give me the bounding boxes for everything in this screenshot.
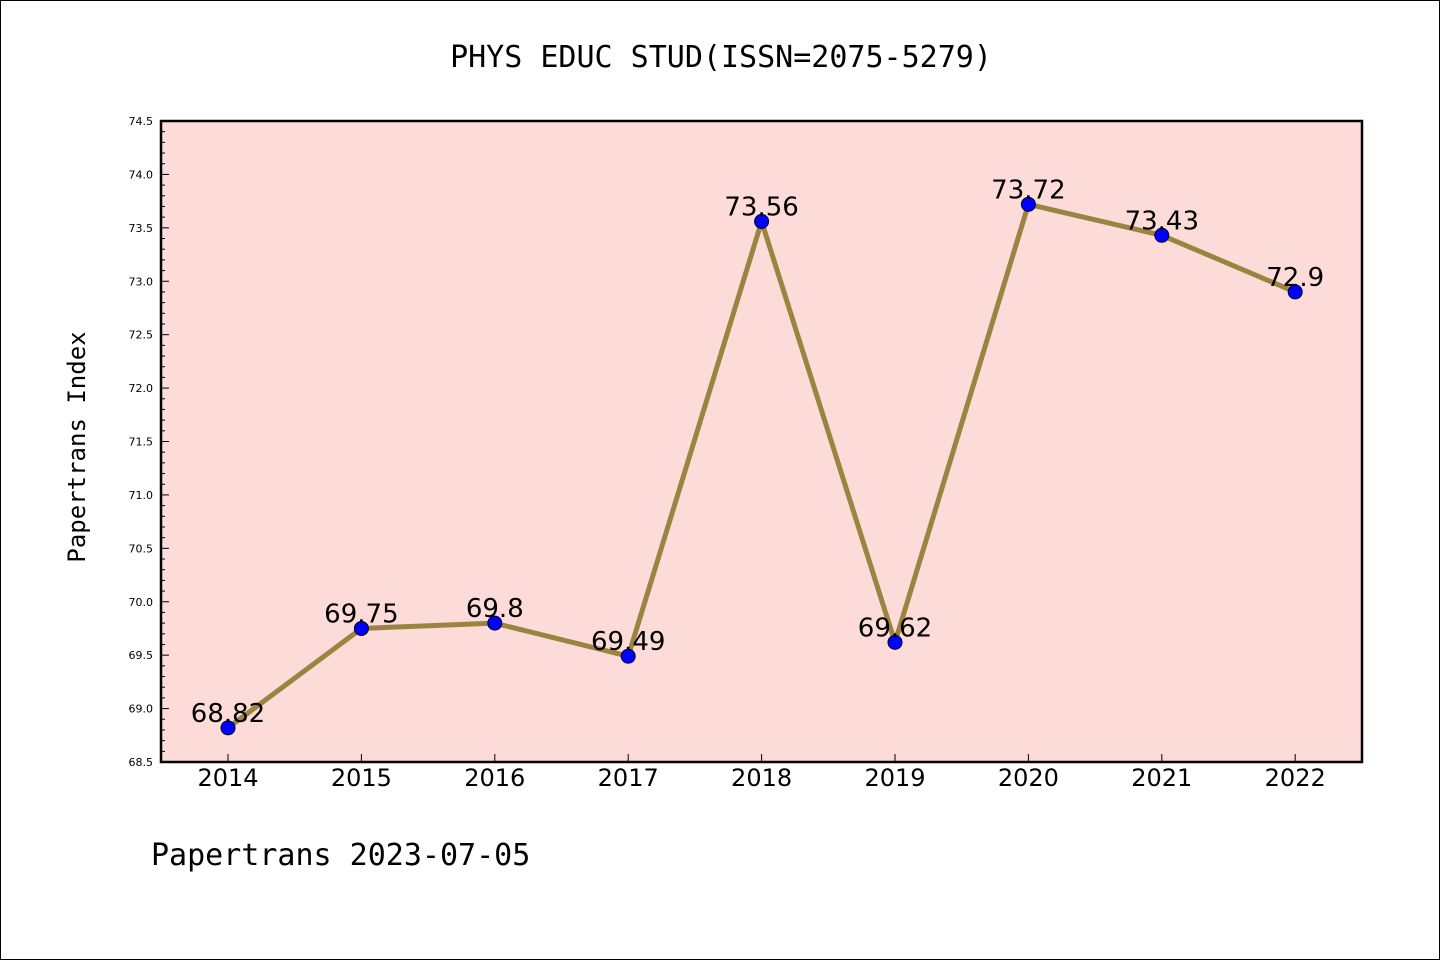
data-label: 69.8: [466, 594, 524, 624]
data-label: 73.72: [991, 175, 1065, 205]
data-point: [754, 213, 770, 229]
data-label: 72.9: [1266, 263, 1324, 293]
x-tick-label: 2022: [1265, 764, 1326, 792]
y-tick-label: 69.0: [129, 703, 154, 716]
y-tick-label: 69.5: [129, 649, 154, 662]
y-tick-label: 71.5: [129, 436, 154, 449]
data-point: [353, 620, 369, 636]
data-point: [1154, 227, 1170, 243]
x-tick-label: 2017: [598, 764, 659, 792]
y-tick-label: 73.5: [129, 222, 154, 235]
y-tick-label: 68.5: [129, 756, 154, 769]
data-label: 73.56: [724, 192, 798, 222]
x-tick-label: 2014: [197, 764, 258, 792]
y-tick-label: 70.0: [129, 596, 154, 609]
data-labels: 68.82 69.75 69.8 69.49 73.56 69.62 73.72 73.43 7…: [191, 175, 1324, 728]
data-point: [487, 615, 503, 631]
x-tick-label: 2015: [331, 764, 392, 792]
x-tick-label: 2019: [864, 764, 925, 792]
data-label: 68.82: [191, 699, 265, 729]
y-tick-label: 70.5: [129, 542, 154, 555]
data-point: [1020, 196, 1036, 212]
series-points: [220, 196, 1303, 736]
x-tick-label: 2021: [1131, 764, 1192, 792]
y-tick-label: 74.0: [129, 168, 154, 181]
plot-frame: [159, 119, 1364, 764]
data-label: 69.49: [591, 627, 665, 657]
data-point: [620, 648, 636, 664]
chart-title: PHYS EDUC STUD(ISSN=2075-5279): [450, 40, 992, 75]
x-axis: 2014 2015 2016 2017 2018 2019 2020 2021 2022: [197, 754, 1326, 792]
data-label: 69.62: [858, 613, 932, 643]
data-label: 69.75: [324, 599, 398, 629]
data-point: [1287, 284, 1303, 300]
y-tick-label: 71.0: [129, 489, 154, 502]
y-axis-label: Papertrans Index: [63, 331, 91, 562]
y-tick-label: 72.5: [129, 329, 154, 342]
x-tick-label: 2018: [731, 764, 792, 792]
x-tick-label: 2016: [464, 764, 525, 792]
y-axis: 68.5 69.0 69.5 70.0 70.5 71.0 71.5 72.0 72.5 73.0…: [129, 115, 169, 769]
footer-text: Papertrans 2023-07-05: [151, 838, 530, 873]
y-tick-label: 74.5: [129, 115, 154, 128]
y-tick-label: 72.0: [129, 382, 154, 395]
data-point: [887, 634, 903, 650]
y-tick-label: 73.0: [129, 275, 154, 288]
data-point: [220, 720, 236, 736]
data-label: 73.43: [1125, 206, 1199, 236]
x-tick-label: 2020: [998, 764, 1059, 792]
